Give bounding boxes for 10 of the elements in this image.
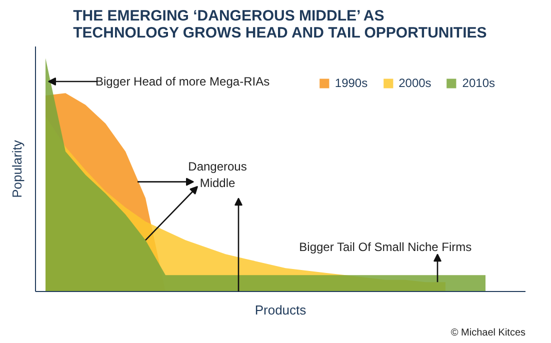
legend-label: 1990s [334, 76, 368, 90]
legend-label: 2000s [398, 76, 432, 90]
annotation: Bigger Head of more Mega-RIAs [96, 74, 270, 88]
legend-label: 2010s [462, 76, 495, 90]
annotation: Bigger Tail Of Small Niche Firms [299, 240, 472, 254]
annotation: Dangerous Middle [188, 159, 247, 190]
text: © Michael Kitces [450, 328, 526, 338]
chart-title: THE EMERGING ‘DANGEROUS MIDDLE’ AS TECHNOLOGY GROWS HEAD AND TAIL OPPORTUNITIES [73, 8, 487, 42]
y-axis-title: Popularity [10, 140, 24, 198]
x-axis-title: Products [254, 302, 307, 318]
